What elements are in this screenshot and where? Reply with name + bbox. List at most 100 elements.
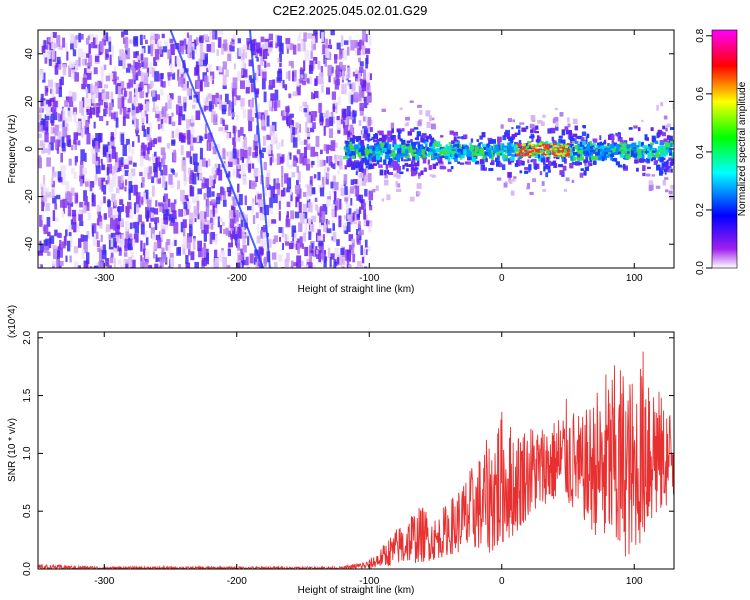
spectrogram-cell (182, 83, 187, 91)
spectrogram-cell (629, 137, 634, 141)
spectrogram-cell (332, 175, 337, 187)
spectrogram-cell (296, 197, 300, 203)
spectrogram-cell (350, 161, 355, 166)
spectrogram-cell (404, 149, 410, 154)
spectrogram-cell (100, 245, 103, 251)
spectrogram-cell (341, 266, 345, 268)
spectrogram-cell (311, 160, 315, 166)
spectrogram-cell (366, 95, 371, 104)
spectrogram-cell (321, 211, 326, 223)
spectrogram-cell (288, 93, 292, 99)
spectrogram-cell (388, 158, 393, 163)
spectrogram-cell (397, 166, 401, 171)
spectrogram-cell (222, 61, 227, 70)
spectrogram-cell (91, 192, 94, 203)
spectrogram-cell (227, 151, 231, 159)
spectrogram-cell (43, 100, 48, 111)
spectrogram-cell (597, 142, 601, 146)
spectrogram-cell (133, 184, 138, 196)
spectrogram-cell (204, 105, 209, 111)
spectrogram-cell (542, 160, 546, 166)
spectrogram-cell (252, 182, 257, 187)
spectrogram-cell (196, 200, 200, 210)
spectrogram-cell (543, 165, 546, 172)
spectrogram-cell (203, 192, 207, 200)
spectrogram-cell (358, 86, 362, 96)
spectrogram-cell (177, 95, 182, 104)
spectrogram-cell (566, 154, 570, 157)
spectrogram-cell (93, 67, 98, 75)
spectrogram-cell (497, 139, 501, 146)
spectrogram-cell (262, 135, 266, 146)
spectrogram-cell (313, 174, 317, 179)
spectrogram-cell (178, 133, 183, 142)
spectrogram-cell (117, 245, 122, 252)
spectrogram-cell (391, 149, 396, 153)
spectrogram-cell (188, 167, 192, 176)
spectrogram-cell (368, 34, 372, 46)
spectrogram-cell (557, 153, 561, 156)
spectrogram-cell (427, 135, 432, 140)
spectrogram-cell (306, 163, 310, 171)
spectrogram-cell (569, 163, 574, 169)
spectrogram-cell (398, 144, 403, 148)
spectrogram-cell (183, 102, 187, 112)
spectrogram-cell (288, 117, 293, 125)
spectrogram-cell (171, 112, 174, 117)
spectrogram-cell (571, 179, 575, 183)
spectrogram-cell (192, 173, 197, 185)
spectrogram-cell (323, 144, 327, 151)
spectrogram-cell (47, 144, 51, 155)
spectrogram-cell (570, 155, 574, 161)
spectrogram-cell (232, 168, 236, 177)
spectrogram-cell (110, 91, 114, 104)
spectrogram-cell (148, 166, 153, 175)
spectrogram-cell (108, 207, 113, 218)
spectrogram-cell (143, 103, 148, 116)
spectrogram-cell (577, 149, 581, 155)
spectrogram-cell (72, 49, 77, 57)
spectrogram-cell (259, 207, 263, 213)
spectrogram-cell (318, 103, 322, 114)
spectrogram-cell (656, 149, 659, 155)
spectrogram-cell (601, 156, 605, 162)
spectrogram-cell (300, 41, 304, 52)
spectrogram-cell (64, 100, 69, 108)
spectrogram-cell (493, 139, 496, 144)
spectrogram-cell (286, 187, 291, 193)
spectrogram-cell (145, 198, 149, 204)
spectrogram-cell (245, 87, 250, 94)
spectrogram-cell (115, 117, 119, 128)
spectrogram-cell (471, 157, 477, 162)
spectrogram-cell (316, 249, 320, 255)
spectrogram-cell (198, 58, 203, 66)
spectrogram-cell (119, 81, 125, 91)
spectrogram-cell (194, 162, 200, 172)
spectrogram-cell (528, 164, 532, 171)
spectrogram-cell (364, 149, 370, 154)
spectrogram-cell (124, 114, 129, 119)
spectrogram-cell (568, 130, 572, 136)
spectrogram-cell (589, 141, 592, 147)
spectrogram-cell (248, 146, 252, 156)
spectrogram-cell (377, 144, 381, 150)
spectrogram-cell (140, 262, 143, 268)
spectrogram-cell (156, 172, 161, 179)
spectrogram-cell (150, 227, 155, 239)
spectrogram-cell (71, 63, 77, 74)
spectrogram-cell (388, 150, 392, 154)
spectrogram-cell (340, 184, 343, 190)
spectrogram-cell (115, 76, 120, 81)
spectrogram-cell (110, 232, 116, 238)
spectrogram-cell (381, 134, 387, 141)
spectrogram-cell (317, 229, 321, 236)
spectrogram-cell (278, 200, 281, 210)
spectrogram-cell (71, 69, 76, 80)
spectrogram-cell (206, 67, 209, 73)
spectrogram-cell (120, 174, 124, 184)
spectrogram-cell (84, 195, 88, 206)
spectrogram-cell (303, 232, 306, 242)
spectrogram-cell (331, 91, 337, 100)
spectrogram-cell (490, 150, 493, 155)
spectrogram-cell (220, 187, 225, 196)
